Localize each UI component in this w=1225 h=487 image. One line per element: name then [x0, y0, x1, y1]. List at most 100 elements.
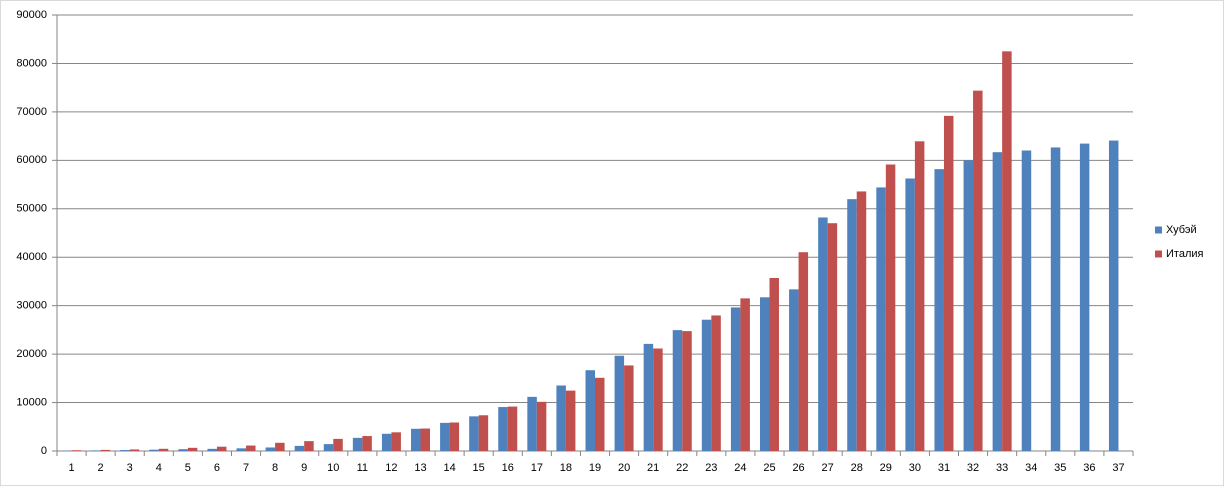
bar — [527, 396, 537, 451]
bar — [711, 315, 721, 451]
bar — [585, 370, 595, 451]
y-tick-label: 40000 — [16, 251, 47, 263]
x-tick-label: 21 — [647, 462, 659, 474]
x-tick-label: 19 — [589, 462, 601, 474]
bar — [1021, 150, 1032, 451]
x-tick-label: 2 — [98, 462, 104, 474]
x-tick-label: 28 — [851, 462, 863, 474]
bar — [595, 377, 605, 451]
x-tick-label: 23 — [705, 462, 717, 474]
x-tick-label: 9 — [301, 462, 307, 474]
x-tick-label: 11 — [357, 462, 368, 474]
bar — [100, 449, 111, 451]
bar — [1050, 147, 1061, 451]
bar — [643, 343, 654, 451]
x-tick-label: 25 — [763, 462, 775, 474]
bar — [1002, 51, 1012, 451]
bar — [827, 223, 838, 451]
x-tick-label: 4 — [156, 462, 162, 474]
bar — [333, 438, 343, 451]
bar — [856, 191, 867, 452]
bar — [275, 442, 285, 451]
x-tick-label: 5 — [185, 462, 191, 474]
bar — [71, 450, 82, 451]
bar — [818, 217, 828, 451]
bar — [759, 297, 770, 451]
bar — [798, 252, 809, 451]
bar — [216, 446, 227, 451]
legend-label: Италия — [1166, 248, 1204, 260]
x-tick-label: 31 — [938, 462, 950, 474]
x-tick-label: 20 — [618, 462, 630, 474]
bar — [449, 422, 460, 451]
bar — [352, 437, 363, 451]
bar — [1079, 143, 1090, 451]
y-tick-label: 10000 — [16, 396, 47, 408]
bar — [391, 432, 401, 451]
bar — [730, 307, 741, 451]
y-tick-label: 20000 — [16, 348, 47, 360]
bar — [420, 428, 431, 451]
x-tick-label: 3 — [127, 462, 133, 474]
bar — [246, 445, 256, 451]
bar — [323, 444, 334, 451]
bar — [565, 390, 576, 451]
bar — [507, 406, 518, 451]
bar — [672, 330, 683, 451]
legend-label: Хубэй — [1166, 224, 1197, 236]
bar — [304, 441, 314, 451]
bar — [158, 448, 169, 451]
x-tick-label: 22 — [676, 462, 688, 474]
bar — [129, 449, 140, 451]
bar — [178, 449, 188, 451]
bar — [556, 385, 566, 451]
bar — [236, 448, 247, 451]
x-tick-label: 16 — [502, 462, 514, 474]
bar — [682, 331, 692, 451]
bar — [411, 428, 421, 451]
x-tick-label: 8 — [272, 462, 278, 474]
x-tick-label: 29 — [880, 462, 892, 474]
x-tick-label: 7 — [243, 462, 249, 474]
bar — [624, 365, 634, 451]
bar — [469, 416, 479, 451]
x-tick-label: 15 — [473, 462, 485, 474]
bar — [973, 90, 983, 451]
x-tick-label: 12 — [385, 462, 397, 474]
x-tick-label: 10 — [327, 462, 339, 474]
bar — [653, 348, 663, 451]
bar — [536, 401, 547, 451]
bar — [963, 160, 974, 451]
y-tick-label: 70000 — [16, 106, 47, 118]
x-tick-label: 34 — [1025, 462, 1037, 474]
bar — [992, 152, 1003, 451]
x-tick-label: 17 — [531, 462, 543, 474]
bar — [265, 447, 276, 451]
y-tick-label: 80000 — [16, 57, 47, 69]
bar — [614, 355, 625, 451]
bar — [740, 298, 750, 451]
y-tick-label: 30000 — [16, 300, 47, 312]
y-tick-label: 90000 — [16, 9, 47, 21]
bar — [943, 115, 954, 452]
bar — [498, 407, 508, 451]
bar — [1108, 140, 1119, 451]
x-tick-label: 26 — [792, 462, 804, 474]
x-tick-label: 33 — [996, 462, 1008, 474]
bar — [934, 169, 944, 451]
x-tick-label: 27 — [822, 462, 834, 474]
legend-swatch — [1155, 226, 1162, 234]
bar — [149, 449, 159, 451]
x-tick-label: 14 — [443, 462, 455, 474]
bar — [187, 447, 198, 451]
bar — [905, 178, 915, 452]
x-tick-label: 1 — [68, 462, 74, 474]
y-tick-label: 0 — [41, 445, 47, 457]
bar — [362, 436, 372, 451]
bar — [885, 164, 896, 451]
bar — [701, 319, 712, 451]
y-tick-label: 60000 — [16, 154, 47, 166]
